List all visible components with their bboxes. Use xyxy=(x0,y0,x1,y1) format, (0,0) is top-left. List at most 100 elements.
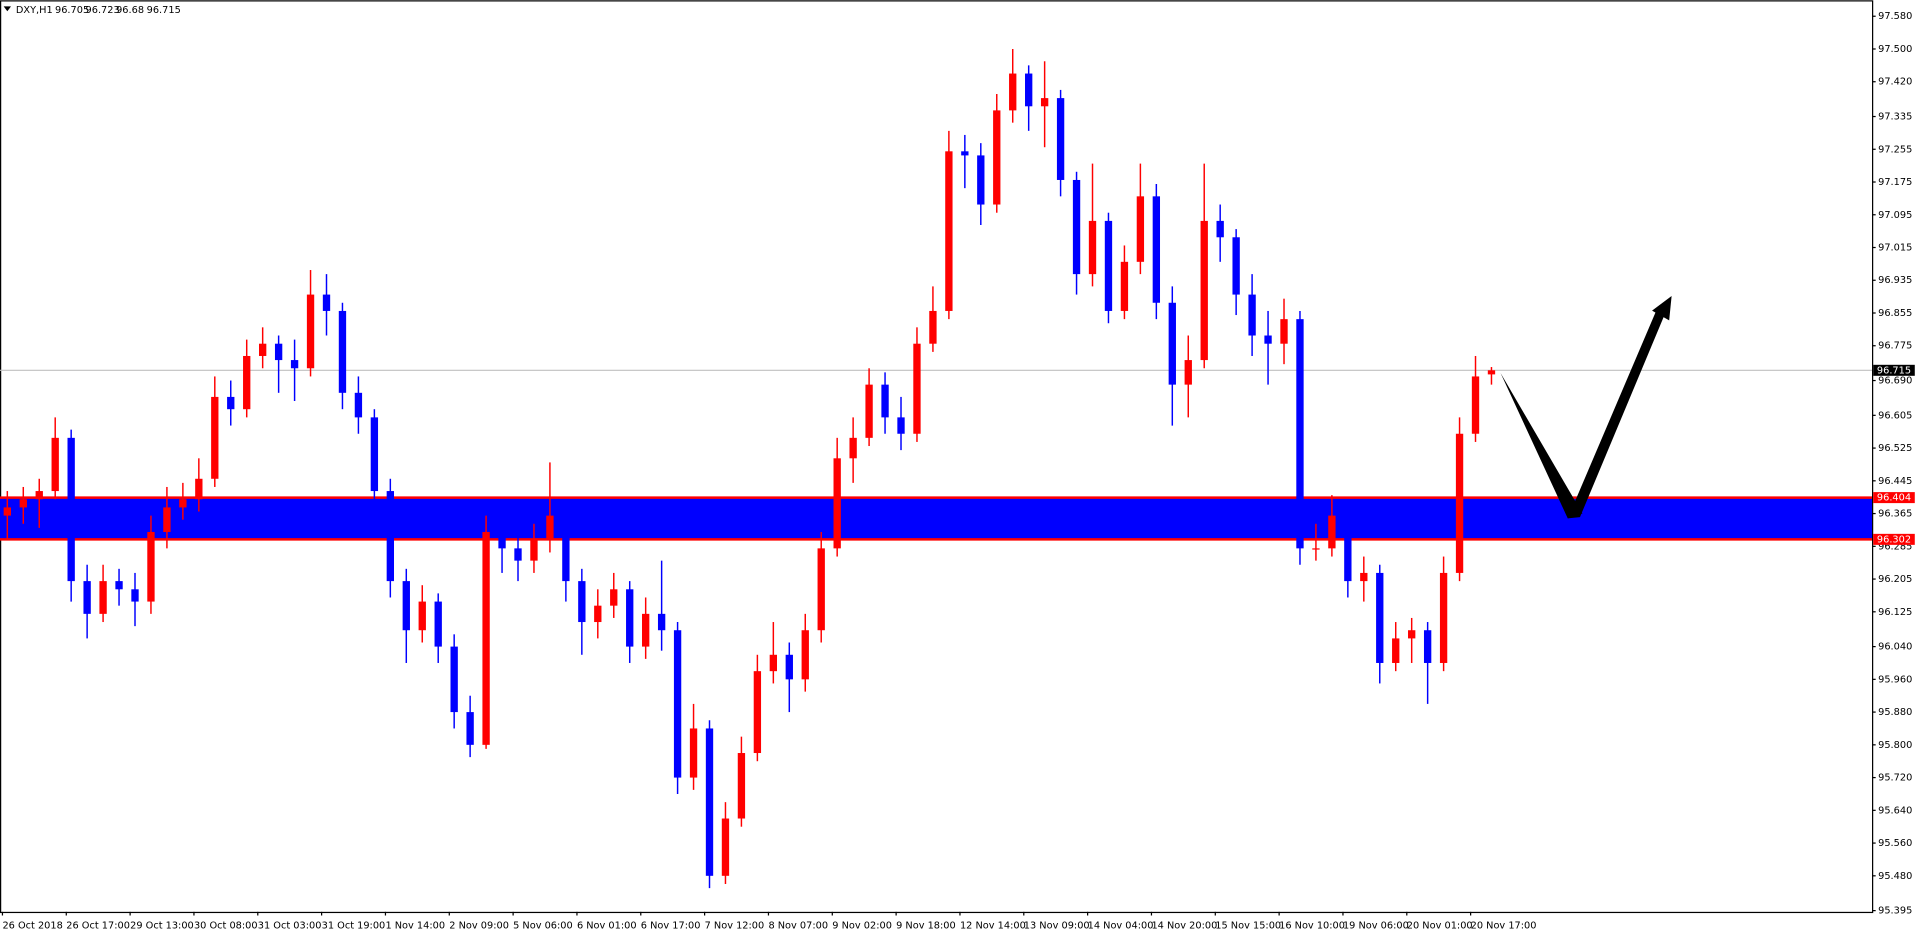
candle-body xyxy=(1312,548,1320,550)
y-tick-label: 95.960 xyxy=(1878,674,1912,685)
candle-body xyxy=(227,396,235,410)
candle-body xyxy=(163,507,171,532)
candle-body xyxy=(1200,220,1208,361)
y-tick-label: 96.855 xyxy=(1878,308,1912,319)
y-tick-label: 96.690 xyxy=(1878,376,1912,387)
candle-body xyxy=(1088,220,1097,275)
candle-body xyxy=(530,540,538,561)
candle-body xyxy=(1344,515,1352,582)
x-tick-label: 2 Nov 09:00 xyxy=(449,920,509,931)
y-tick-label: 95.880 xyxy=(1878,707,1912,718)
candle-body xyxy=(626,589,634,647)
candle-body xyxy=(115,581,123,590)
candle-body xyxy=(131,589,139,602)
candle-body xyxy=(1056,98,1065,180)
x-tick-label: 6 Nov 17:00 xyxy=(641,920,701,931)
menu-icon xyxy=(3,6,11,12)
y-tick-label: 96.935 xyxy=(1878,275,1912,286)
candle-body xyxy=(689,728,698,778)
candle-body xyxy=(610,589,618,606)
y-tick-label: 96.365 xyxy=(1878,509,1912,520)
candle-body xyxy=(354,392,363,418)
candle-body xyxy=(290,360,299,369)
candle-body xyxy=(578,581,586,623)
candle-body xyxy=(897,417,905,434)
y-tick-label: 95.560 xyxy=(1878,838,1912,849)
arrow-head xyxy=(1652,295,1672,321)
y-tick-label: 96.285 xyxy=(1878,541,1912,552)
y-tick-label: 96.525 xyxy=(1878,443,1912,454)
candle-body xyxy=(865,384,873,438)
x-tick-label: 29 Oct 13:00 xyxy=(130,920,194,931)
candle-body xyxy=(833,458,841,549)
y-tick-label: 96.445 xyxy=(1878,476,1912,487)
candle-body xyxy=(977,155,985,205)
candle-body xyxy=(67,437,75,582)
low-value: 96.68 xyxy=(116,5,144,16)
candle-body xyxy=(1296,319,1304,549)
candle-body xyxy=(450,646,458,713)
x-tick-label: 7 Nov 12:00 xyxy=(705,920,765,931)
y-tick-label: 96.040 xyxy=(1878,642,1912,653)
x-tick-label: 6 Nov 01:00 xyxy=(577,920,637,931)
y-tick-label: 97.500 xyxy=(1878,44,1912,55)
candle-body xyxy=(562,515,570,582)
y-tick-label: 95.395 xyxy=(1878,906,1912,917)
candle-body xyxy=(19,499,27,508)
x-tick-label: 20 Nov 17:00 xyxy=(1471,920,1537,931)
candle-body xyxy=(1471,376,1480,434)
x-tick-label: 31 Oct 19:00 xyxy=(322,920,386,931)
y-tick-label: 96.775 xyxy=(1878,341,1912,352)
candle-body xyxy=(1376,572,1384,663)
candle-body xyxy=(1280,319,1288,344)
x-tick-label: 9 Nov 02:00 xyxy=(832,920,892,931)
candle-body xyxy=(1360,572,1368,582)
y-tick-label: 97.015 xyxy=(1878,243,1912,254)
candle-body xyxy=(195,478,203,500)
candle-body xyxy=(1423,630,1432,663)
candle-body xyxy=(1120,261,1129,311)
symbol: DXY,H1 xyxy=(16,5,53,16)
x-tick-label: 14 Nov 04:00 xyxy=(1088,920,1154,931)
candle-body xyxy=(1487,370,1496,375)
zone-price-box xyxy=(1873,492,1915,504)
y-tick-label: 95.480 xyxy=(1878,871,1912,882)
candle-body xyxy=(929,310,937,344)
candle-body xyxy=(386,491,395,582)
x-tick-label: 5 Nov 06:00 xyxy=(513,920,573,931)
x-tick-label: 8 Nov 07:00 xyxy=(768,920,828,931)
candle-body xyxy=(1392,638,1400,663)
candle-body xyxy=(1104,220,1113,311)
candle-body xyxy=(913,343,921,434)
candle-body xyxy=(721,818,730,876)
candle-body xyxy=(514,548,522,561)
candle-body xyxy=(801,630,809,680)
open-value: 96.705 xyxy=(55,5,89,16)
plot-frame xyxy=(0,0,1874,914)
candle-body xyxy=(402,581,410,631)
x-tick-label: 26 Oct 17:00 xyxy=(66,920,130,931)
x-tick-label: 1 Nov 14:00 xyxy=(385,920,445,931)
x-tick-label: 31 Oct 03:00 xyxy=(258,920,322,931)
y-tick-label: 97.175 xyxy=(1878,177,1912,188)
candle-body xyxy=(1040,98,1049,107)
candle-body xyxy=(338,310,347,393)
candle-body xyxy=(753,671,762,754)
y-tick-label: 97.580 xyxy=(1878,11,1912,22)
x-tick-label: 15 Nov 15:00 xyxy=(1215,920,1281,931)
candle-body xyxy=(1184,360,1192,385)
candle-body xyxy=(1439,572,1448,663)
y-tick-label: 96.605 xyxy=(1878,410,1912,421)
x-tick-label: 14 Nov 20:00 xyxy=(1151,920,1217,931)
zone-price-label: 96.302 xyxy=(1877,534,1911,545)
y-tick-label: 97.255 xyxy=(1878,144,1912,155)
candle-body xyxy=(418,601,426,631)
candle-body xyxy=(769,654,778,672)
candle-body xyxy=(322,294,331,311)
candle-body xyxy=(705,728,714,876)
zone xyxy=(0,497,1873,540)
candle-body xyxy=(1232,237,1240,295)
y-tick-label: 97.420 xyxy=(1878,77,1912,88)
x-tick-label: 26 Oct 2018 xyxy=(2,920,62,931)
y-tick-label: 97.095 xyxy=(1878,210,1912,221)
